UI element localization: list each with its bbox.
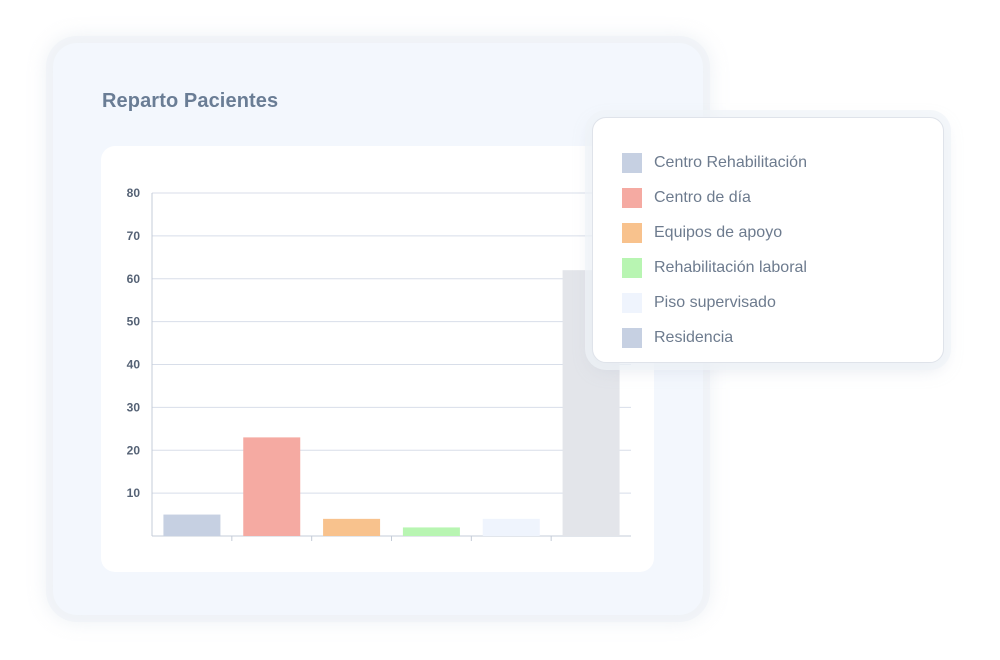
bar-3[interactable] bbox=[323, 518, 381, 536]
legend-item[interactable]: Centro Rehabilitación bbox=[622, 145, 943, 180]
legend-label: Rehabilitación laboral bbox=[654, 258, 807, 276]
legend-swatch bbox=[622, 292, 642, 313]
bar-5[interactable] bbox=[482, 518, 540, 536]
y-tick-label: 30 bbox=[127, 400, 141, 414]
chart-legend: Centro Rehabilitación Centro de día Equipo… bbox=[592, 117, 944, 363]
legend-item[interactable]: Rehabilitación laboral bbox=[622, 250, 943, 285]
y-tick-label: 70 bbox=[127, 229, 141, 243]
legend-label: Centro de día bbox=[654, 188, 751, 206]
legend-swatch bbox=[622, 327, 642, 348]
chart-panel: 10 20 30 40 50 60 70 80 bbox=[101, 146, 654, 572]
legend-item[interactable]: Centro de día bbox=[622, 180, 943, 215]
y-tick-label: 10 bbox=[127, 486, 141, 500]
legend-item[interactable]: Piso supervisado bbox=[622, 285, 943, 320]
legend-swatch bbox=[622, 257, 642, 278]
y-tick-label: 40 bbox=[127, 358, 141, 372]
bar-2[interactable] bbox=[243, 437, 301, 536]
legend-label: Residencia bbox=[654, 328, 734, 346]
legend-label: Centro Rehabilitación bbox=[654, 153, 807, 171]
legend-swatch bbox=[622, 187, 642, 208]
bar-chart: 10 20 30 40 50 60 70 80 bbox=[127, 186, 631, 541]
bar-1[interactable] bbox=[163, 514, 221, 536]
y-tick-label: 60 bbox=[127, 272, 141, 286]
legend-swatch bbox=[622, 222, 642, 243]
legend-item[interactable]: Residencia bbox=[622, 320, 943, 355]
y-tick-label: 50 bbox=[127, 315, 141, 329]
y-tick-label: 80 bbox=[127, 186, 141, 200]
legend-swatch bbox=[622, 152, 642, 173]
y-tick-label: 20 bbox=[127, 443, 141, 457]
legend-item[interactable]: Equipos de apoyo bbox=[622, 215, 943, 250]
bar-4[interactable] bbox=[402, 527, 460, 536]
legend-label: Piso supervisado bbox=[654, 293, 776, 311]
legend-label: Equipos de apoyo bbox=[654, 223, 783, 241]
card-title: Reparto Pacientes bbox=[102, 90, 279, 112]
